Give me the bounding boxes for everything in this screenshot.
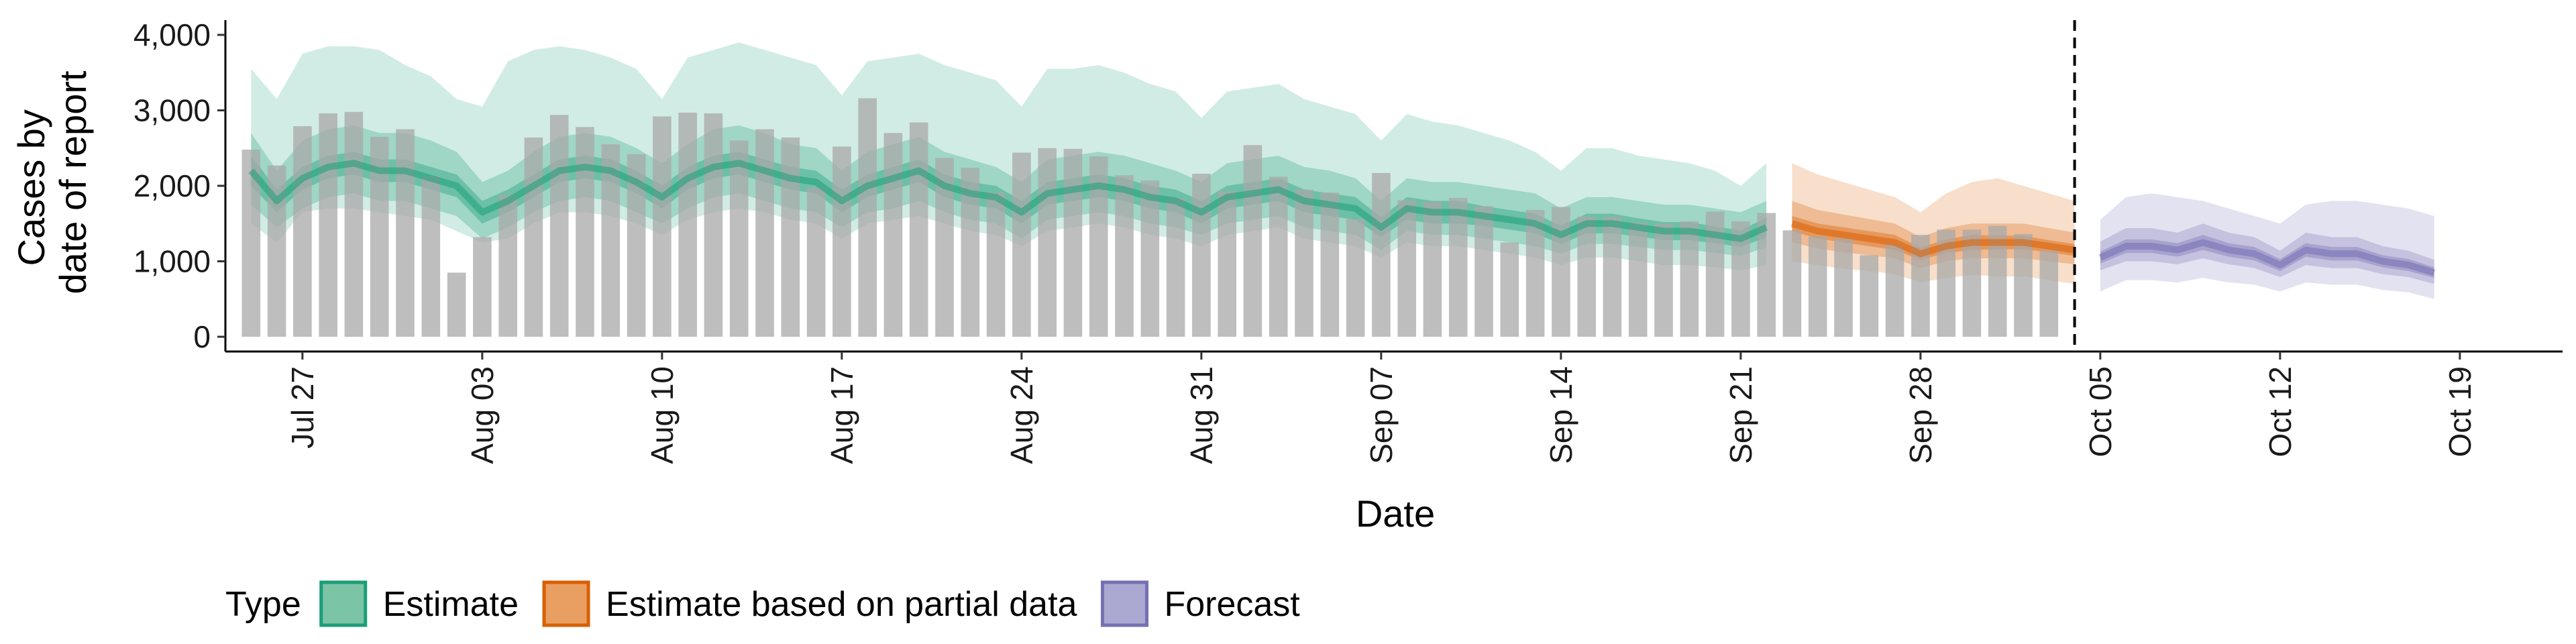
bar-2020-08-25 — [1038, 148, 1057, 337]
bar-2020-08-03 — [473, 237, 492, 337]
bar-2020-08-10 — [653, 116, 672, 337]
bar-2020-09-20 — [1705, 211, 1725, 337]
y-axis-title-line-2: date of report — [52, 70, 94, 294]
bar-2020-09-03 — [1269, 176, 1288, 337]
median-layer — [248, 160, 2436, 276]
ribbon-90-series-2 — [2100, 193, 2434, 299]
bar-2020-08-06 — [549, 115, 569, 337]
bar-2020-08-01 — [421, 176, 441, 337]
bar-2020-09-12 — [1500, 242, 1519, 337]
bar-2020-09-01 — [1218, 191, 1236, 337]
x-tick-label-2: Aug 10 — [645, 366, 680, 464]
bar-2020-09-11 — [1474, 206, 1493, 337]
bar-2020-07-28 — [319, 113, 337, 337]
bar-2020-08-18 — [858, 98, 877, 337]
y-axis-ticks: 0 1,000 2,000 3,000 4,000 — [133, 17, 225, 354]
bar-2020-08-14 — [755, 129, 774, 337]
y-axis-title-line-1: Cases by — [10, 109, 52, 266]
bar-layer — [241, 98, 2059, 337]
bar-2020-08-04 — [498, 195, 517, 337]
y-tick-label-1: 1,000 — [133, 244, 211, 279]
bar-2020-08-31 — [1192, 174, 1211, 337]
bar-2020-08-17 — [833, 146, 851, 337]
legend-label-1: Estimate based on partial data — [606, 585, 1077, 624]
bar-2020-10-02 — [2014, 234, 2033, 337]
bar-2020-08-19 — [883, 133, 903, 337]
bar-2020-09-25 — [1834, 238, 1853, 337]
x-axis-ticks: Jul 27 Aug 03 Aug 10 Aug 17 Aug 24 Aug 31 Sep … — [285, 352, 2477, 464]
bar-2020-08-07 — [576, 127, 594, 337]
bar-2020-09-26 — [1860, 255, 1879, 337]
bar-2020-09-23 — [1782, 230, 1802, 337]
legend-key-1 — [542, 580, 590, 627]
bar-2020-08-23 — [986, 193, 1006, 337]
x-tick-label-8: Sep 21 — [1723, 366, 1758, 464]
bar-2020-08-05 — [524, 138, 543, 337]
bar-2020-08-15 — [781, 138, 800, 337]
x-tick-label-0: Jul 27 — [285, 366, 320, 449]
legend-key-2 — [1100, 580, 1148, 627]
bar-2020-08-30 — [1166, 198, 1185, 337]
bar-2020-08-28 — [1115, 175, 1134, 337]
bar-2020-09-14 — [1552, 207, 1570, 337]
bar-2020-09-08 — [1397, 200, 1416, 337]
bar-2020-07-27 — [293, 126, 312, 337]
x-tick-label-4: Aug 24 — [1004, 366, 1039, 464]
x-axis-title: Date — [1356, 492, 1435, 535]
bar-2020-09-07 — [1372, 172, 1391, 337]
bar-2020-09-10 — [1448, 198, 1468, 337]
bar-2020-08-02 — [447, 272, 466, 337]
bar-2020-08-29 — [1140, 180, 1160, 337]
bar-2020-09-04 — [1295, 189, 1313, 337]
x-tick-label-10: Oct 05 — [2083, 366, 2118, 458]
legend-label-2: Forecast — [1164, 585, 1300, 624]
bar-2020-09-30 — [1962, 229, 1982, 337]
bar-2020-09-06 — [1346, 219, 1365, 337]
bar-2020-08-13 — [729, 140, 749, 337]
median-line-series-2 — [2098, 239, 2436, 276]
median-line-series-1 — [1790, 220, 2076, 258]
bar-2020-09-27 — [1885, 244, 1904, 337]
y-axis-title: Cases by date of report — [10, 70, 94, 294]
bar-2020-09-24 — [1808, 236, 1827, 337]
x-tick-label-9: Sep 28 — [1903, 366, 1938, 464]
x-tick-label-3: Aug 17 — [824, 366, 859, 464]
x-tick-label-12: Oct 19 — [2443, 366, 2477, 458]
bar-2020-08-12 — [704, 113, 723, 337]
bar-2020-09-18 — [1654, 223, 1673, 337]
bar-2020-08-26 — [1063, 148, 1083, 337]
bar-2020-08-11 — [678, 112, 697, 337]
bar-2020-08-20 — [909, 122, 928, 337]
bar-2020-09-19 — [1680, 221, 1699, 337]
bar-2020-09-16 — [1603, 217, 1622, 337]
legend: Type Estimate Estimate based on partial da… — [225, 580, 1300, 627]
x-tick-label-11: Oct 12 — [2263, 366, 2298, 458]
legend-title: Type — [225, 585, 301, 624]
bar-2020-09-05 — [1320, 193, 1340, 337]
legend-key-0 — [319, 580, 368, 627]
bar-2020-09-15 — [1577, 217, 1596, 337]
bar-2020-08-16 — [806, 187, 826, 337]
bar-2020-09-02 — [1243, 145, 1263, 337]
ribbon-50-series-2 — [2100, 223, 2434, 284]
bar-2020-08-24 — [1012, 152, 1031, 337]
bar-2020-07-29 — [344, 111, 364, 337]
bar-2020-10-03 — [2039, 250, 2059, 337]
y-tick-label-3: 3,000 — [133, 93, 211, 128]
bar-2020-09-09 — [1423, 201, 1442, 337]
bar-2020-09-17 — [1628, 223, 1648, 337]
x-tick-label-5: Aug 31 — [1184, 366, 1219, 464]
x-tick-label-1: Aug 03 — [465, 366, 500, 464]
bar-2020-07-31 — [396, 129, 415, 337]
bar-2020-09-13 — [1525, 210, 1545, 337]
x-tick-label-7: Sep 14 — [1544, 366, 1578, 464]
y-tick-label-0: 0 — [193, 319, 211, 354]
x-tick-label-6: Sep 07 — [1364, 366, 1399, 464]
y-tick-label-4: 4,000 — [133, 17, 211, 52]
legend-label-0: Estimate — [383, 585, 519, 624]
y-tick-label-2: 2,000 — [133, 168, 211, 203]
median-line-series-0 — [248, 160, 1768, 242]
